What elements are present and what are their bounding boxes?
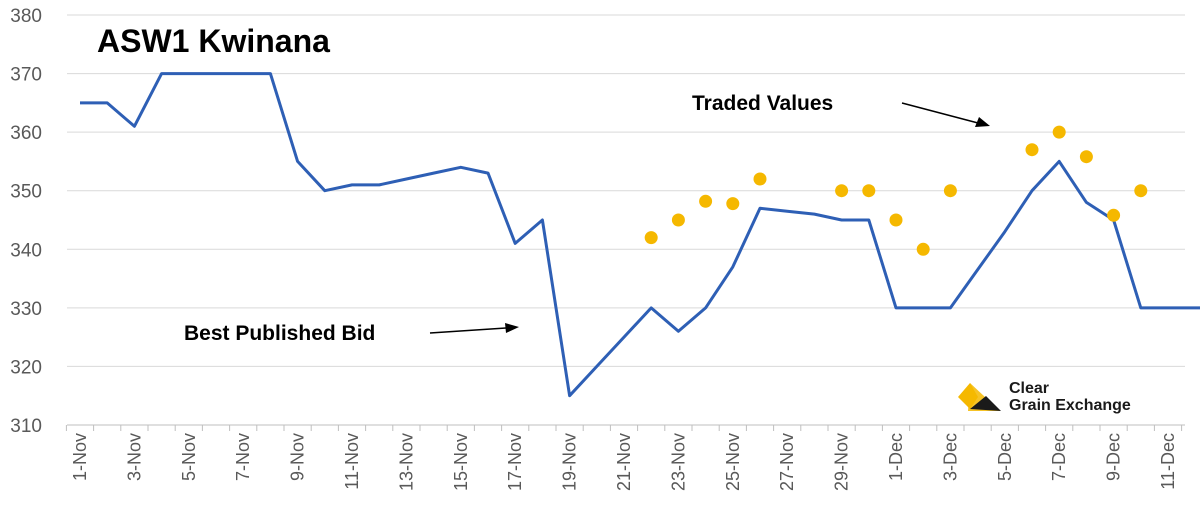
y-tick-label: 330 [10, 299, 42, 320]
x-tick-label: 9-Nov [288, 433, 308, 481]
annotation-arrow-line [429, 327, 507, 334]
x-tick-label: 1-Dec [886, 433, 906, 481]
gridlines [67, 14, 1185, 367]
x-tick-label: 5-Dec [995, 433, 1015, 481]
x-tick-label: 17-Nov [505, 433, 525, 491]
x-tick-label: 7-Dec [1049, 433, 1069, 481]
traded-value-point [1079, 150, 1093, 164]
traded-value-point [753, 172, 767, 186]
annotation-best-published-bid: Best Published Bid [184, 322, 519, 345]
x-tick-label: 7-Nov [233, 433, 253, 481]
y-tick-label: 310 [10, 416, 42, 437]
series-line-best-published-bid [80, 72, 1200, 398]
x-tick-label: 19-Nov [560, 433, 580, 491]
traded-value-point [835, 184, 849, 198]
annotation-traded-values-label: Traded Values [692, 92, 833, 115]
traded-value-point [862, 184, 876, 198]
traded-value-point [644, 231, 658, 245]
clear-grain-exchange-logo: Clear Grain Exchange [958, 380, 1131, 414]
plot-area [80, 72, 1200, 398]
x-tick-label: 5-Nov [179, 433, 199, 481]
traded-value-point [699, 194, 713, 208]
logo-text-line2: Grain Exchange [1009, 397, 1131, 414]
logo-text-line1: Clear [1009, 380, 1049, 397]
x-tick-label: 1-Nov [70, 433, 90, 481]
logo-mark-icon [958, 383, 1001, 411]
x-tick-label: 29-Nov [832, 433, 852, 491]
x-tick-label: 23-Nov [668, 433, 688, 491]
y-tick-label: 320 [10, 357, 42, 378]
traded-value-point [889, 213, 903, 227]
traded-value-point [671, 213, 685, 227]
x-tick-label: 3-Nov [124, 433, 144, 481]
annotation-traded-values: Traded Values [692, 92, 990, 127]
traded-value-point [726, 197, 740, 211]
traded-value-point [1107, 208, 1121, 222]
traded-value-point [1134, 184, 1148, 198]
y-tick-label: 370 [10, 65, 42, 86]
x-tick-label: 3-Dec [940, 433, 960, 481]
x-tick-label: 21-Nov [614, 433, 634, 491]
x-tick-label: 9-Dec [1104, 433, 1124, 481]
annotation-arrow-head [975, 117, 990, 127]
chart-title: ASW1 Kwinana [97, 23, 330, 59]
x-tick-label: 11-Dec [1158, 433, 1178, 490]
traded-value-point [916, 242, 930, 256]
y-tick-label: 350 [10, 182, 42, 203]
y-tick-label: 380 [10, 6, 42, 27]
x-tick-label: 27-Nov [777, 433, 797, 491]
annotation-arrow-head [505, 323, 519, 333]
x-axis: 1-Nov 3-Nov 5-Nov 7-Nov 9-Nov 11-Nov 13-Nov 15-… [65, 424, 1185, 491]
x-tick-label: 13-Nov [396, 433, 416, 491]
y-tick-label: 340 [10, 240, 42, 261]
x-tick-label: 15-Nov [451, 433, 471, 491]
annotation-best-published-bid-label: Best Published Bid [184, 322, 375, 345]
y-axis: 310 320 330 340 350 360 370 380 [10, 6, 42, 437]
traded-value-point [1052, 125, 1066, 139]
traded-value-point [943, 184, 957, 198]
x-tick-label: 11-Nov [342, 433, 362, 490]
x-tick-label: 25-Nov [723, 433, 743, 491]
y-tick-label: 360 [10, 123, 42, 144]
annotation-arrow-line [901, 102, 979, 124]
traded-value-point [1025, 143, 1039, 157]
